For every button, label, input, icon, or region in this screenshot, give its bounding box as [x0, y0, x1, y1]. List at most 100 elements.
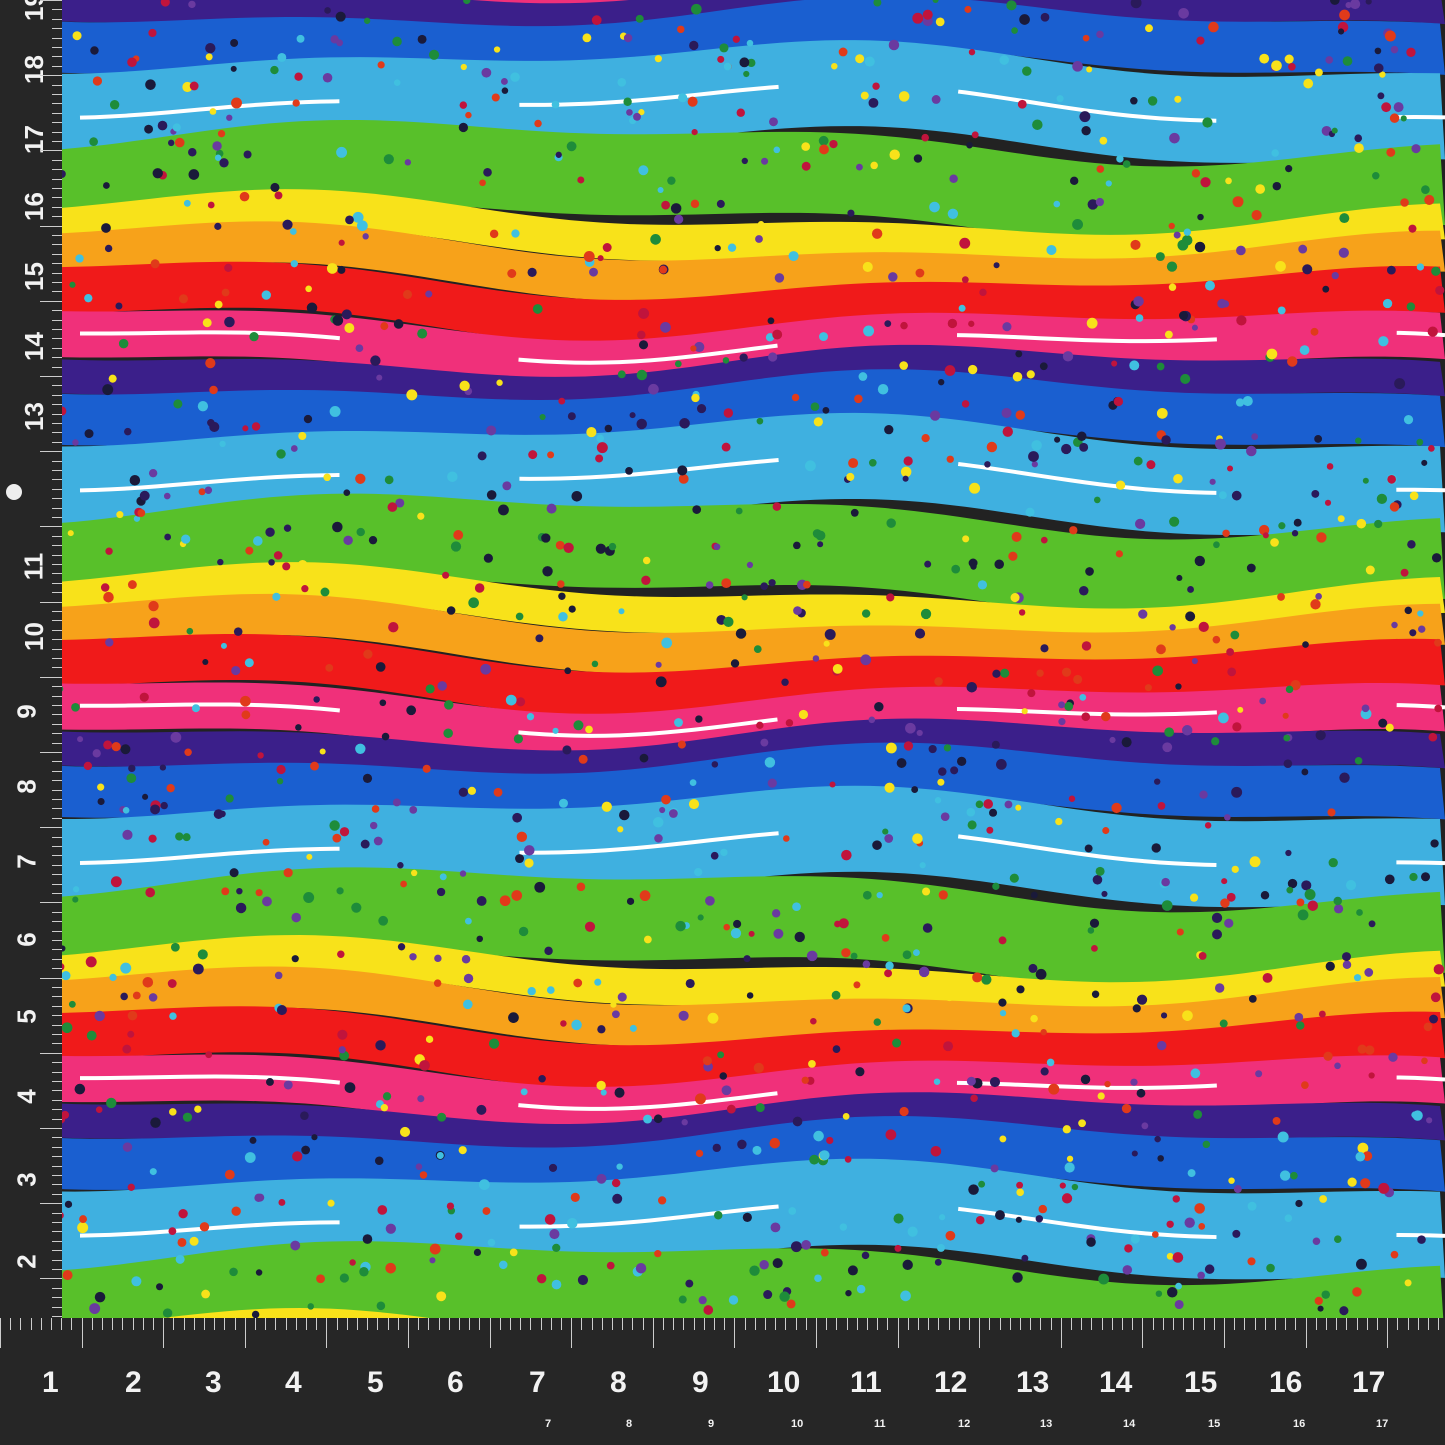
- confetti-dot: [1307, 900, 1319, 911]
- ruler-tick: [591, 1318, 593, 1330]
- confetti-dot: [160, 0, 170, 7]
- confetti-dot: [1214, 438, 1226, 450]
- ruler-tick: [30, 1318, 32, 1330]
- ruler-tick: [1407, 1318, 1409, 1330]
- confetti-dot: [748, 930, 755, 937]
- confetti-dot: [1157, 802, 1166, 810]
- confetti-dot: [109, 973, 117, 982]
- confetti-dot: [142, 793, 149, 800]
- confetti-dot: [510, 72, 520, 82]
- confetti-dot: [874, 702, 884, 712]
- confetti-dot: [498, 504, 509, 516]
- ruler-tick: [52, 498, 62, 500]
- confetti-dot: [584, 921, 596, 932]
- ruler-number: 10: [767, 1366, 801, 1399]
- ruler-tick: [52, 291, 62, 293]
- confetti-dot: [772, 502, 782, 511]
- confetti-dot: [1038, 1204, 1048, 1214]
- confetti-dot: [1022, 66, 1032, 76]
- ruler-tick: [1132, 1318, 1134, 1330]
- confetti-dot: [399, 1126, 411, 1137]
- confetti-dot: [961, 276, 969, 284]
- ruler-tick: [357, 1318, 358, 1330]
- confetti-dot: [410, 869, 418, 877]
- confetti-dot: [914, 628, 926, 639]
- confetti-dot: [1087, 927, 1095, 934]
- ruler-tick: [40, 451, 62, 453]
- confetti-dot: [1164, 727, 1174, 738]
- confetti-dot: [1334, 1235, 1342, 1243]
- ruler-tick: [336, 1318, 338, 1330]
- confetti-dot: [793, 541, 801, 550]
- confetti-dot: [934, 1258, 942, 1266]
- confetti-dot: [1232, 196, 1244, 208]
- ruler-tick: [499, 1318, 501, 1330]
- confetti-dot: [131, 1276, 142, 1287]
- confetti-dot: [453, 530, 464, 540]
- confetti-dot: [626, 897, 635, 905]
- confetti-dot: [254, 1193, 263, 1203]
- confetti-dot: [1316, 532, 1327, 543]
- confetti-dot: [947, 318, 958, 329]
- ruler-tick: [52, 235, 62, 236]
- confetti-dot: [1255, 184, 1266, 194]
- confetti-dot: [1104, 1080, 1111, 1088]
- confetti-dot: [538, 1075, 546, 1083]
- confetti-dot: [167, 139, 175, 147]
- confetti-dot: [1286, 886, 1294, 894]
- confetti-dot: [945, 1230, 956, 1241]
- ruler-number: 4: [285, 1366, 302, 1399]
- confetti-dot: [1046, 1058, 1055, 1067]
- confetti-dot: [756, 721, 764, 730]
- confetti-dot: [375, 662, 386, 672]
- confetti-dot: [458, 787, 468, 797]
- confetti-dot: [1314, 1296, 1323, 1306]
- confetti-dot: [1129, 360, 1140, 371]
- confetti-dot: [847, 1265, 858, 1276]
- confetti-dot: [582, 33, 592, 43]
- confetti-dot: [573, 720, 584, 731]
- ruler-tick: [1377, 1318, 1378, 1330]
- confetti-dot: [1026, 370, 1035, 379]
- confetti-dot: [792, 1116, 803, 1127]
- confetti-dot: [313, 696, 320, 703]
- confetti-dot: [352, 211, 364, 223]
- confetti-dot: [1132, 1004, 1141, 1013]
- confetti-dot: [307, 1303, 315, 1310]
- ruler-tick: [1224, 1318, 1225, 1348]
- confetti-dot: [1248, 995, 1257, 1003]
- confetti-dot: [902, 1004, 911, 1013]
- confetti-dot: [1194, 1203, 1205, 1214]
- ruler-tick: [52, 733, 62, 735]
- confetti-dot: [938, 890, 948, 900]
- confetti-dot: [990, 1164, 999, 1173]
- confetti-dot: [629, 1024, 637, 1032]
- confetti-dot: [546, 986, 555, 994]
- ruler-tick: [40, 75, 62, 77]
- ruler-tick: [52, 564, 62, 565]
- confetti-dot: [755, 235, 763, 243]
- confetti-dot: [1322, 285, 1330, 293]
- confetti-dot: [903, 456, 913, 466]
- ruler-tick: [52, 1287, 62, 1289]
- ruler-tick: [52, 244, 62, 246]
- confetti-dot: [1036, 669, 1044, 677]
- confetti-dot: [282, 219, 293, 230]
- confetti-dot: [730, 928, 742, 939]
- confetti-dot: [73, 886, 80, 893]
- ruler-small-number: 12: [958, 1418, 971, 1430]
- confetti-dot: [913, 949, 920, 957]
- confetti-dot: [458, 1146, 467, 1155]
- confetti-dot: [1172, 1252, 1184, 1263]
- confetti-dot: [152, 168, 163, 179]
- confetti-dot: [1339, 1306, 1349, 1316]
- confetti-dot: [164, 533, 172, 541]
- white-streak: [80, 1074, 1445, 1111]
- confetti-dot: [623, 97, 632, 106]
- confetti-dot: [221, 288, 230, 297]
- ruler-tick: [295, 1318, 297, 1330]
- confetti-dot: [105, 638, 114, 647]
- ruler-tick: [469, 1318, 471, 1330]
- confetti-dot: [1176, 928, 1184, 936]
- confetti-dot: [274, 971, 283, 980]
